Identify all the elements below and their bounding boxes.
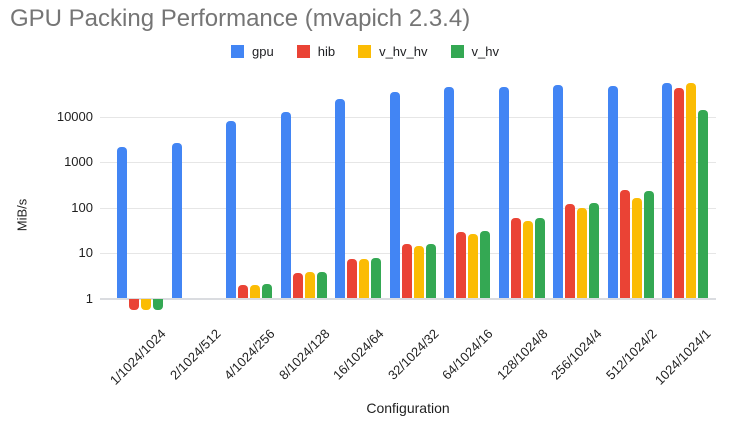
bar-v_hv_hv-1/1024/1024[interactable]	[141, 298, 151, 311]
legend-label-hib: hib	[317, 43, 336, 59]
bar-hib-4/1024/256[interactable]	[238, 284, 248, 299]
bar-hib-64/1024/16[interactable]	[456, 232, 466, 299]
legend-label-v_hv: v_hv	[471, 43, 499, 59]
bar-hib-1/1024/1024[interactable]	[129, 298, 139, 311]
bar-v_hv_hv-128/1024/8[interactable]	[522, 220, 533, 299]
bar-gpu-4/1024/256[interactable]	[226, 121, 236, 299]
bar-v_hv-4/1024/256[interactable]	[262, 283, 272, 299]
gridline	[100, 116, 716, 118]
bar-v_hv-1/1024/1024[interactable]	[153, 298, 163, 310]
legend-item-v_hv: v_hv	[450, 43, 499, 59]
bar-gpu-128/1024/8[interactable]	[498, 86, 509, 299]
bar-v_hv_hv-1024/1024/1[interactable]	[686, 82, 696, 299]
y-tick-label: 10000	[56, 108, 93, 124]
legend-label-v_hv_hv: v_hv_hv	[379, 43, 428, 59]
legend-swatch-v_hv_hv	[358, 44, 372, 58]
y-tick-label: 10	[78, 245, 93, 261]
bar-hib-16/1024/64[interactable]	[347, 259, 357, 299]
bar-hib-8/1024/128[interactable]	[292, 272, 303, 299]
bar-gpu-1024/1024/1[interactable]	[662, 83, 672, 299]
y-tick-label: 1000	[64, 154, 93, 170]
bar-hib-1024/1024/1[interactable]	[674, 87, 684, 299]
bar-hib-128/1024/8[interactable]	[510, 218, 521, 299]
legend-swatch-v_hv	[450, 44, 464, 58]
bar-gpu-8/1024/128[interactable]	[280, 111, 291, 299]
x-axis-title: Configuration	[366, 400, 450, 416]
x-axis-line	[100, 297, 716, 300]
bar-v_hv_hv-256/1024/4[interactable]	[577, 207, 587, 299]
legend: gpu hib v_hv_hv v_hv	[0, 42, 730, 60]
bar-gpu-512/1024/2[interactable]	[607, 85, 618, 299]
bar-gpu-32/1024/32[interactable]	[389, 92, 400, 299]
bar-gpu-2/1024/512[interactable]	[171, 142, 182, 299]
bar-v_hv-64/1024/16[interactable]	[480, 230, 490, 299]
legend-swatch-hib	[296, 44, 310, 58]
bar-v_hv_hv-16/1024/64[interactable]	[359, 259, 369, 299]
bar-v_hv_hv-4/1024/256[interactable]	[250, 284, 260, 299]
legend-item-gpu: gpu	[231, 44, 274, 59]
gridline	[100, 207, 716, 209]
bar-v_hv_hv-64/1024/16[interactable]	[468, 233, 478, 299]
bar-hib-512/1024/2[interactable]	[619, 190, 630, 299]
bar-gpu-64/1024/16[interactable]	[444, 87, 454, 299]
bar-hib-256/1024/4[interactable]	[565, 204, 575, 299]
bar-v_hv-16/1024/64[interactable]	[371, 257, 381, 299]
bar-gpu-256/1024/4[interactable]	[553, 84, 563, 299]
bar-v_hv-32/1024/32[interactable]	[425, 244, 436, 299]
bar-v_hv-128/1024/8[interactable]	[534, 217, 545, 299]
gridline	[100, 162, 716, 164]
bar-v_hv_hv-32/1024/32[interactable]	[413, 246, 424, 299]
bar-v_hv-512/1024/2[interactable]	[643, 191, 654, 299]
y-tick-label: 100	[71, 199, 93, 215]
legend-item-v_hv_hv: v_hv_hv	[358, 43, 428, 59]
legend-item-hib: hib	[296, 43, 336, 59]
y-tick-label: 1	[85, 290, 93, 306]
bar-v_hv_hv-512/1024/2[interactable]	[631, 197, 642, 299]
bar-v_hv_hv-8/1024/128[interactable]	[304, 272, 315, 299]
bar-v_hv-8/1024/128[interactable]	[316, 271, 327, 299]
chart-title: GPU Packing Performance (mvapich 2.3.4)	[10, 5, 471, 32]
legend-swatch-gpu	[231, 44, 245, 58]
bar-v_hv-256/1024/4[interactable]	[589, 203, 599, 299]
bar-v_hv-1024/1024/1[interactable]	[698, 110, 708, 299]
y-axis-title: MiB/s	[14, 198, 30, 232]
legend-label-gpu: gpu	[252, 43, 274, 59]
bar-gpu-1/1024/1024[interactable]	[117, 146, 127, 299]
bar-hib-32/1024/32[interactable]	[401, 244, 412, 299]
bar-gpu-16/1024/64[interactable]	[335, 99, 345, 299]
